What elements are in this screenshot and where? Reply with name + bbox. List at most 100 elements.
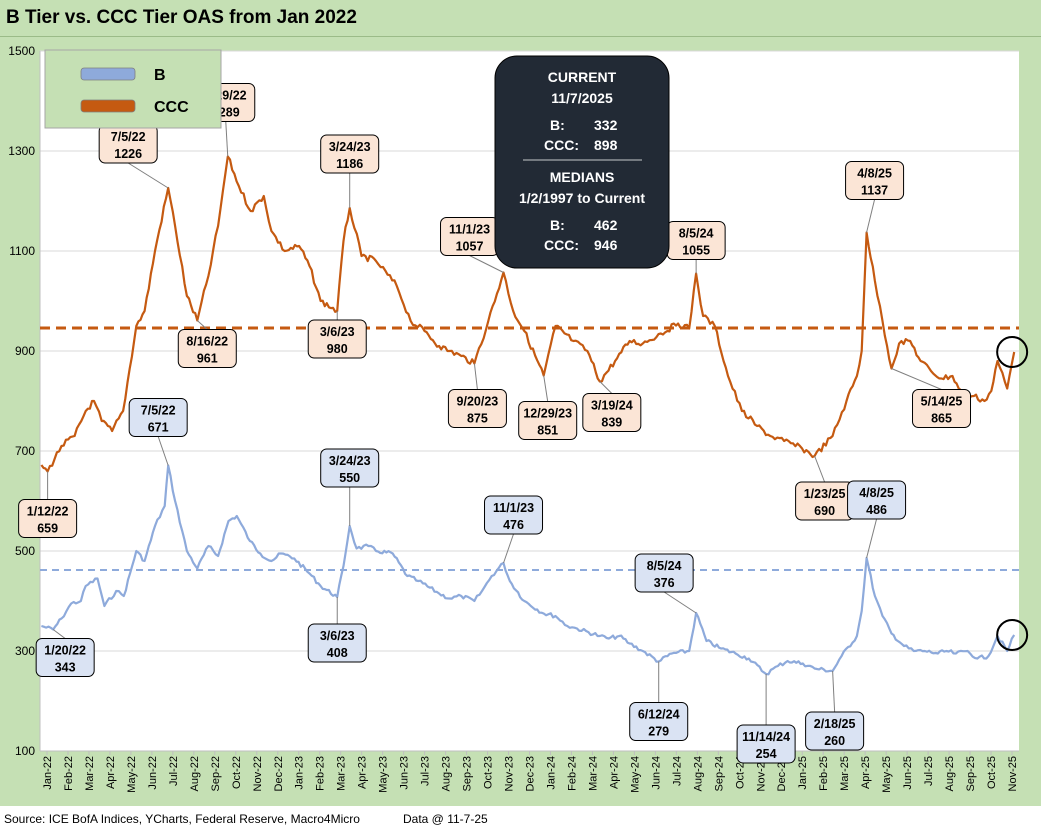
x-tick-label: Apr-25 [860, 756, 872, 789]
callout-value: 875 [467, 412, 488, 426]
x-tick-label: Aug-22 [189, 756, 201, 791]
callout-box [307, 319, 367, 359]
callout-box [320, 134, 380, 174]
x-tick-label: Nov-22 [252, 756, 264, 791]
x-tick-label: Mar-22 [84, 756, 96, 791]
info-current-ccc-value: 898 [594, 137, 618, 153]
callout-box [847, 480, 907, 520]
callout-date: 11/1/23 [493, 501, 534, 515]
callout-ccc: 3/24/23 1186 [320, 134, 380, 208]
x-tick-label: May-22 [126, 756, 138, 793]
callout-box [805, 711, 865, 751]
callout-leader [503, 533, 514, 564]
callout-date: 8/5/24 [647, 559, 682, 573]
x-tick-label: Apr-24 [608, 756, 620, 789]
legend-swatch-ccc [80, 99, 136, 113]
x-tick-label: Aug-23 [441, 756, 453, 791]
callout-date: 11/1/23 [449, 223, 490, 237]
x-tick-label: Nov-23 [504, 756, 516, 791]
legend-swatch-b [80, 67, 136, 81]
x-tick-label: Aug-24 [692, 756, 704, 791]
x-tick-label: Jul-24 [671, 756, 683, 786]
callout-date: 3/19/24 [591, 399, 633, 413]
x-tick-label: Feb-23 [315, 756, 327, 791]
callout-value: 659 [37, 522, 58, 536]
callout-leader [52, 629, 66, 639]
callout-date: 8/16/22 [186, 335, 228, 349]
x-tick-label: May-25 [881, 756, 893, 793]
legend: B CCC [44, 49, 222, 129]
callout-box [128, 398, 188, 437]
y-tick-label: 1100 [9, 244, 35, 258]
info-current-date: 11/7/2025 [551, 90, 613, 106]
x-tick-label: Mar-23 [336, 756, 348, 791]
legend-box [44, 49, 222, 129]
y-tick-label: 900 [15, 344, 35, 358]
callout-box [307, 623, 367, 663]
callout-value: 476 [503, 518, 524, 532]
callout-leader [866, 199, 876, 233]
callout-date: 1/23/25 [804, 487, 846, 501]
x-tick-label: Jul-25 [923, 756, 935, 786]
callout-date: 4/8/25 [859, 486, 894, 500]
x-tick-label: Sep-22 [210, 756, 222, 791]
x-tick-label: Jun-22 [147, 756, 159, 790]
callout-b: 3/24/23 550 [320, 448, 380, 526]
callout-date: 3/24/23 [329, 454, 371, 468]
callout-b: 8/5/24 376 [634, 553, 697, 614]
callout-value: 486 [866, 503, 887, 517]
callout-leader [469, 255, 504, 273]
callout-leader [543, 375, 549, 402]
x-tick-label: Feb-25 [818, 756, 830, 791]
callout-ccc: 1/12/22 659 [18, 471, 78, 538]
callout-leader [196, 320, 208, 330]
y-tick-label: 300 [15, 644, 35, 658]
x-tick-label: Sep-23 [462, 756, 474, 791]
legend-label-b: B [154, 67, 166, 84]
x-tick-label: Apr-22 [105, 756, 117, 789]
callout-date: 3/6/23 [320, 325, 355, 339]
callout-b: 1/20/22 343 [35, 629, 95, 677]
callout-b: 3/6/23 408 [307, 597, 367, 663]
callout-value: 550 [339, 471, 360, 485]
callout-date: 3/6/23 [320, 629, 355, 643]
x-tick-label: May-23 [378, 756, 390, 793]
callout-b: 2/18/25 260 [805, 670, 865, 751]
x-tick-label: Nov-24 [755, 756, 767, 791]
callout-box [484, 495, 544, 535]
callout-value: 1226 [114, 147, 142, 161]
callout-value: 260 [824, 734, 845, 748]
callout-ccc: 4/8/25 1137 [845, 161, 905, 233]
y-tick-label: 700 [15, 444, 35, 458]
x-tick-label: Sep-25 [965, 756, 977, 791]
callout-box [177, 329, 237, 368]
info-box-bg [494, 55, 670, 269]
footer-source: Source: ICE BofA Indices, YCharts, Feder… [4, 812, 360, 826]
x-tick-label: Feb-22 [63, 756, 75, 791]
callout-box [912, 389, 972, 428]
callout-ccc: 12/29/23 851 [518, 375, 578, 440]
callout-value: 961 [197, 352, 218, 366]
callout-b: 7/5/22 671 [128, 398, 188, 466]
callout-date: 11/14/24 [742, 730, 790, 744]
callout-box [629, 702, 689, 741]
callout-date: 5/14/25 [921, 395, 963, 409]
callout-value: 1055 [682, 244, 710, 258]
callout-value: 839 [601, 416, 622, 430]
callout-value: 343 [55, 661, 76, 675]
callout-leader [473, 363, 478, 390]
callout-box [518, 401, 578, 440]
x-tick-label: Jun-24 [650, 756, 662, 790]
callout-leader [832, 670, 836, 713]
callout-value: 408 [327, 646, 348, 660]
x-tick-label: Dec-22 [273, 756, 285, 791]
title-bar: B Tier vs. CCC Tier OAS from Jan 2022 [0, 0, 1041, 37]
callout-date: 2/18/25 [814, 717, 856, 731]
callout-value: 851 [537, 424, 558, 438]
callout-box [35, 638, 95, 677]
x-tick-label: Oct-22 [231, 756, 243, 789]
x-tick-label: Nov-25 [1007, 756, 1019, 791]
callout-leader [225, 121, 229, 157]
